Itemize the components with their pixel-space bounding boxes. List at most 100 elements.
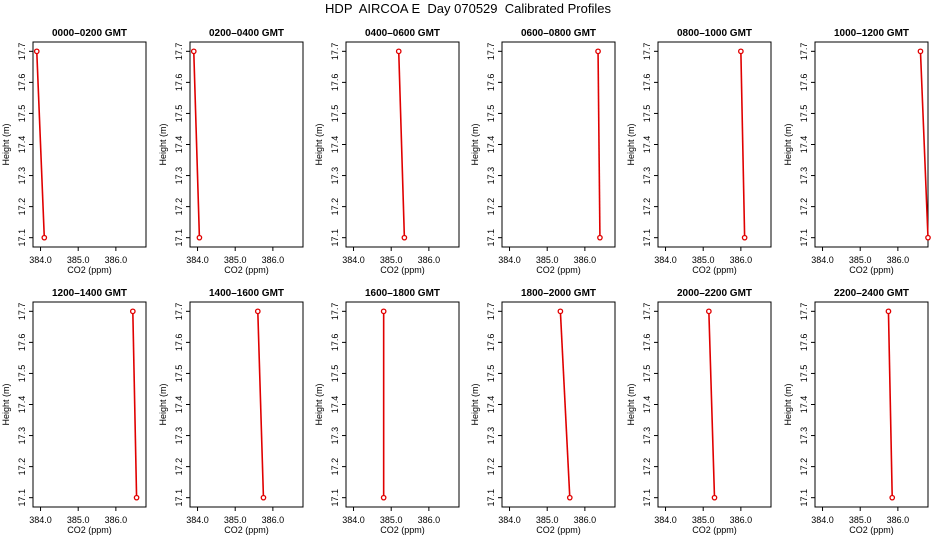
data-point bbox=[260, 494, 267, 501]
y-tick-label: 17.1 bbox=[486, 229, 496, 247]
y-tick-label: 17.7 bbox=[17, 303, 27, 321]
x-axis-label: CO2 (ppm) bbox=[849, 265, 894, 275]
y-axis-label: Height (m) bbox=[470, 123, 480, 165]
panel-title: 1600–1800 GMT bbox=[365, 288, 440, 299]
chart-panel: 1800–2000 GMT 384.0 385.0 386.0 17.1 17.2 17.3… bbox=[470, 288, 616, 535]
y-tick-label: 17.2 bbox=[174, 198, 184, 216]
panel-title: 0400–0600 GMT bbox=[365, 28, 440, 39]
panel-title: 0800–1000 GMT bbox=[677, 28, 752, 39]
x-tick-label: 386.0 bbox=[887, 515, 910, 525]
chart-panel: 1200–1400 GMT 384.0 385.0 386.0 17.1 17.2 17.3… bbox=[1, 288, 147, 535]
y-tick-label: 17.3 bbox=[174, 167, 184, 185]
y-tick-label: 17.2 bbox=[486, 458, 496, 476]
y-tick-label: 17.1 bbox=[799, 489, 809, 507]
x-tick-label: 385.0 bbox=[849, 515, 872, 525]
y-tick-label: 17.2 bbox=[330, 198, 340, 216]
y-tick-label: 17.2 bbox=[17, 198, 27, 216]
x-tick-label: 384.0 bbox=[342, 255, 365, 265]
y-tick-label: 17.5 bbox=[799, 365, 809, 383]
x-tick-label: 385.0 bbox=[380, 515, 403, 525]
y-tick-label: 17.7 bbox=[486, 303, 496, 321]
x-axis-label: CO2 (ppm) bbox=[536, 525, 581, 535]
y-tick-label: 17.5 bbox=[174, 105, 184, 123]
y-tick-label: 17.4 bbox=[17, 396, 27, 414]
y-axis-label: Height (m) bbox=[470, 383, 480, 425]
profile-line bbox=[708, 311, 716, 498]
panel-title: 1800–2000 GMT bbox=[521, 288, 596, 299]
data-point bbox=[705, 308, 712, 315]
y-tick-label: 17.7 bbox=[330, 303, 340, 321]
y-tick-label: 17.3 bbox=[17, 167, 27, 185]
y-axis-label: Height (m) bbox=[626, 383, 636, 425]
y-tick-label: 17.2 bbox=[486, 198, 496, 216]
y-tick-label: 17.4 bbox=[330, 136, 340, 154]
y-axis-label: Height (m) bbox=[783, 383, 793, 425]
y-tick-label: 17.4 bbox=[642, 396, 652, 414]
y-tick-label: 17.3 bbox=[330, 167, 340, 185]
plot-frame bbox=[189, 301, 304, 508]
panel-title: 0600–0800 GMT bbox=[521, 28, 596, 39]
data-point bbox=[885, 308, 892, 315]
data-point bbox=[196, 234, 203, 241]
plot-frame bbox=[189, 41, 304, 248]
y-tick-label: 17.3 bbox=[642, 427, 652, 445]
x-tick-label: 384.0 bbox=[498, 515, 521, 525]
y-tick-label: 17.3 bbox=[486, 167, 496, 185]
x-tick-label: 384.0 bbox=[498, 255, 521, 265]
x-tick-label: 385.0 bbox=[536, 515, 559, 525]
x-tick-label: 386.0 bbox=[262, 255, 285, 265]
y-tick-label: 17.3 bbox=[330, 427, 340, 445]
plot-frame bbox=[501, 301, 616, 508]
y-tick-label: 17.5 bbox=[330, 365, 340, 383]
x-axis-label: CO2 (ppm) bbox=[67, 265, 112, 275]
x-tick-label: 384.0 bbox=[811, 255, 834, 265]
plot-frame bbox=[345, 301, 460, 508]
y-axis-label: Height (m) bbox=[158, 383, 168, 425]
y-tick-label: 17.2 bbox=[642, 198, 652, 216]
y-tick-label: 17.1 bbox=[486, 489, 496, 507]
data-point bbox=[133, 494, 140, 501]
y-tick-label: 17.5 bbox=[486, 105, 496, 123]
y-tick-label: 17.5 bbox=[17, 365, 27, 383]
y-tick-label: 17.6 bbox=[486, 74, 496, 92]
x-tick-label: 385.0 bbox=[67, 255, 90, 265]
x-tick-label: 386.0 bbox=[418, 515, 441, 525]
y-tick-label: 17.7 bbox=[330, 43, 340, 61]
data-point bbox=[597, 234, 603, 241]
data-point bbox=[595, 48, 601, 55]
y-tick-label: 17.4 bbox=[174, 136, 184, 154]
data-point bbox=[741, 234, 748, 241]
y-tick-label: 17.7 bbox=[486, 43, 496, 61]
y-tick-label: 17.1 bbox=[642, 229, 652, 247]
x-tick-label: 385.0 bbox=[67, 515, 90, 525]
chart-panel: 0000–0200 GMT 384.0 385.0 386.0 17.1 17.2 17.3… bbox=[1, 28, 147, 275]
y-tick-label: 17.6 bbox=[330, 334, 340, 352]
x-tick-label: 386.0 bbox=[105, 515, 128, 525]
plot-frame bbox=[32, 301, 147, 508]
x-axis-label: CO2 (ppm) bbox=[692, 265, 737, 275]
y-tick-label: 17.6 bbox=[799, 334, 809, 352]
x-tick-label: 385.0 bbox=[380, 255, 403, 265]
plot-frame bbox=[657, 41, 772, 248]
x-tick-label: 386.0 bbox=[730, 515, 753, 525]
chart-panel: 0400–0600 GMT 384.0 385.0 386.0 17.1 17.2 17.3… bbox=[314, 28, 460, 275]
y-tick-label: 17.1 bbox=[642, 489, 652, 507]
x-tick-label: 384.0 bbox=[29, 515, 52, 525]
y-tick-label: 17.6 bbox=[642, 334, 652, 352]
x-tick-label: 386.0 bbox=[730, 255, 753, 265]
y-tick-label: 17.7 bbox=[799, 303, 809, 321]
data-point bbox=[380, 494, 387, 501]
x-tick-label: 386.0 bbox=[574, 255, 597, 265]
y-tick-label: 17.6 bbox=[17, 334, 27, 352]
y-tick-label: 17.6 bbox=[486, 334, 496, 352]
chart-panel: 0600–0800 GMT 384.0 385.0 386.0 17.1 17.2 17.3… bbox=[470, 28, 616, 275]
chart-panel: 0800–1000 GMT 384.0 385.0 386.0 17.1 17.2 17.3… bbox=[626, 28, 772, 275]
y-tick-label: 17.6 bbox=[17, 74, 27, 92]
y-tick-label: 17.7 bbox=[642, 303, 652, 321]
x-tick-label: 386.0 bbox=[105, 255, 128, 265]
y-tick-label: 17.4 bbox=[330, 396, 340, 414]
x-axis-label: CO2 (ppm) bbox=[67, 525, 112, 535]
y-tick-label: 17.7 bbox=[642, 43, 652, 61]
y-tick-label: 17.6 bbox=[330, 74, 340, 92]
